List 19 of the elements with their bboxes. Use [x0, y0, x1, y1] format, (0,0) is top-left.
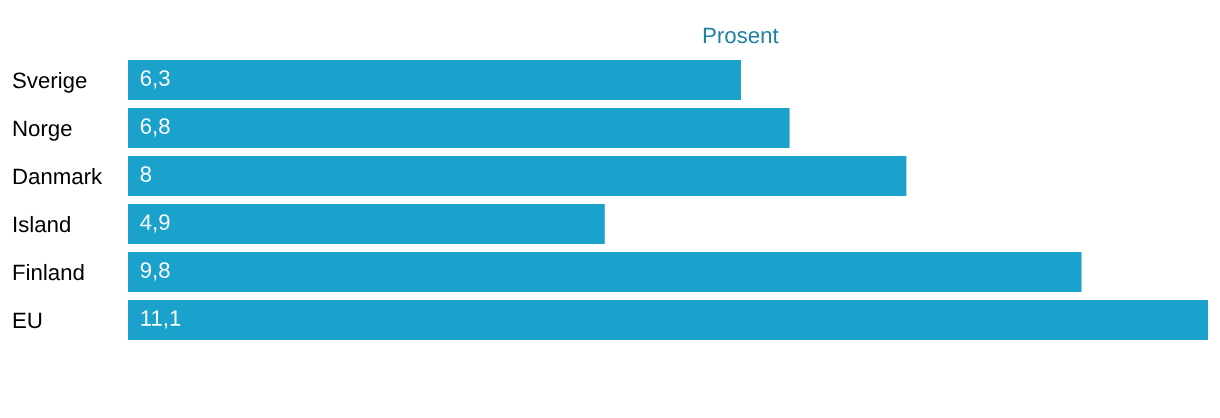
bar: [128, 252, 1082, 292]
bar: [128, 60, 741, 100]
bar: [128, 300, 1208, 340]
data-label: 4,9: [140, 214, 170, 233]
y-tick-label: Norge: [13, 120, 72, 141]
y-tick-label: Sverige: [13, 71, 87, 93]
data-label: 11,1: [141, 310, 181, 329]
y-tick-label: Island: [14, 215, 70, 233]
y-tick-label: EU: [13, 312, 42, 329]
data-label: 8: [140, 166, 152, 182]
bar: [128, 108, 790, 148]
y-tick-label: Danmark: [13, 167, 103, 185]
bar: [128, 204, 605, 244]
bar: [128, 156, 907, 196]
data-label: 6,8: [140, 118, 170, 137]
data-label: 9,8: [140, 262, 170, 281]
data-label: 6,3: [140, 70, 170, 89]
y-tick-label: Finland: [13, 263, 84, 281]
x-axis-title: Prosent: [703, 27, 779, 44]
